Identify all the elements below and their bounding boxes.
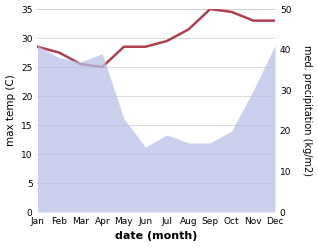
- Y-axis label: med. precipitation (kg/m2): med. precipitation (kg/m2): [302, 45, 313, 176]
- X-axis label: date (month): date (month): [115, 231, 197, 242]
- Y-axis label: max temp (C): max temp (C): [5, 75, 16, 146]
